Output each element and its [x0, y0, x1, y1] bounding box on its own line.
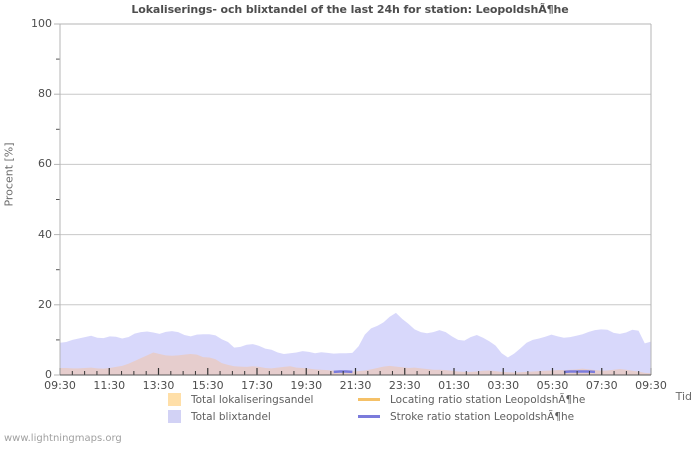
x-axis-tick-label: 09:30	[635, 379, 667, 392]
legend-swatch-box-icon	[168, 410, 181, 423]
legend-row: Total lokaliseringsandel Locating ratio s…	[168, 391, 638, 408]
x-axis-tick-label: 11:30	[93, 379, 126, 392]
legend-swatch-line-icon	[358, 415, 380, 418]
legend-item: Total lokaliseringsandel	[168, 393, 358, 406]
x-axis-tick-label: 05:30	[536, 379, 569, 392]
legend-swatch-box-icon	[168, 393, 181, 406]
y-axis-tick-label: 0	[45, 368, 52, 381]
y-axis-tick-label: 40	[38, 227, 52, 241]
x-axis-tick-label: 01:30	[438, 379, 470, 392]
chart-legend: Total lokaliseringsandel Locating ratio s…	[168, 391, 638, 425]
y-axis-tick-label: 100	[31, 17, 52, 30]
footer-url: www.lightningmaps.org	[4, 433, 122, 444]
legend-label: Locating ratio station LeopoldshÃ¶he	[390, 393, 586, 406]
legend-swatch-line-icon	[358, 398, 380, 401]
legend-label: Stroke ratio station LeopoldshÃ¶he	[390, 410, 575, 423]
x-axis-tick-label: 19:30	[290, 379, 323, 392]
legend-row: Total blixtandel Stroke ratio station Leo…	[168, 408, 638, 425]
y-axis-tick-label: 80	[38, 87, 52, 101]
y-axis-tick-label: 60	[38, 157, 52, 171]
legend-item: Stroke ratio station LeopoldshÃ¶he	[358, 411, 638, 423]
x-axis-tick-label: 15:30	[191, 379, 224, 392]
x-axis-tick-label: 03:30	[487, 379, 520, 392]
chart-title: Lokaliserings- och blixtandel of the las…	[131, 3, 569, 16]
x-axis-tick-label: 17:30	[241, 379, 273, 392]
legend-item: Locating ratio station LeopoldshÃ¶he	[358, 394, 638, 406]
legend-label: Total blixtandel	[191, 410, 271, 423]
x-axis-tick-label: 23:30	[388, 379, 421, 392]
x-axis-tick-label: 07:30	[585, 379, 618, 392]
legend-item: Total blixtandel	[168, 410, 358, 423]
y-axis-tick-label: 20	[38, 297, 52, 311]
x-axis-tick-label: 13:30	[142, 379, 175, 392]
x-axis-tick-label: 21:30	[339, 379, 372, 392]
x-axis-title: Tid	[675, 390, 692, 403]
x-axis-tick-label: 09:30	[44, 379, 76, 392]
legend-label: Total lokaliseringsandel	[191, 393, 314, 406]
